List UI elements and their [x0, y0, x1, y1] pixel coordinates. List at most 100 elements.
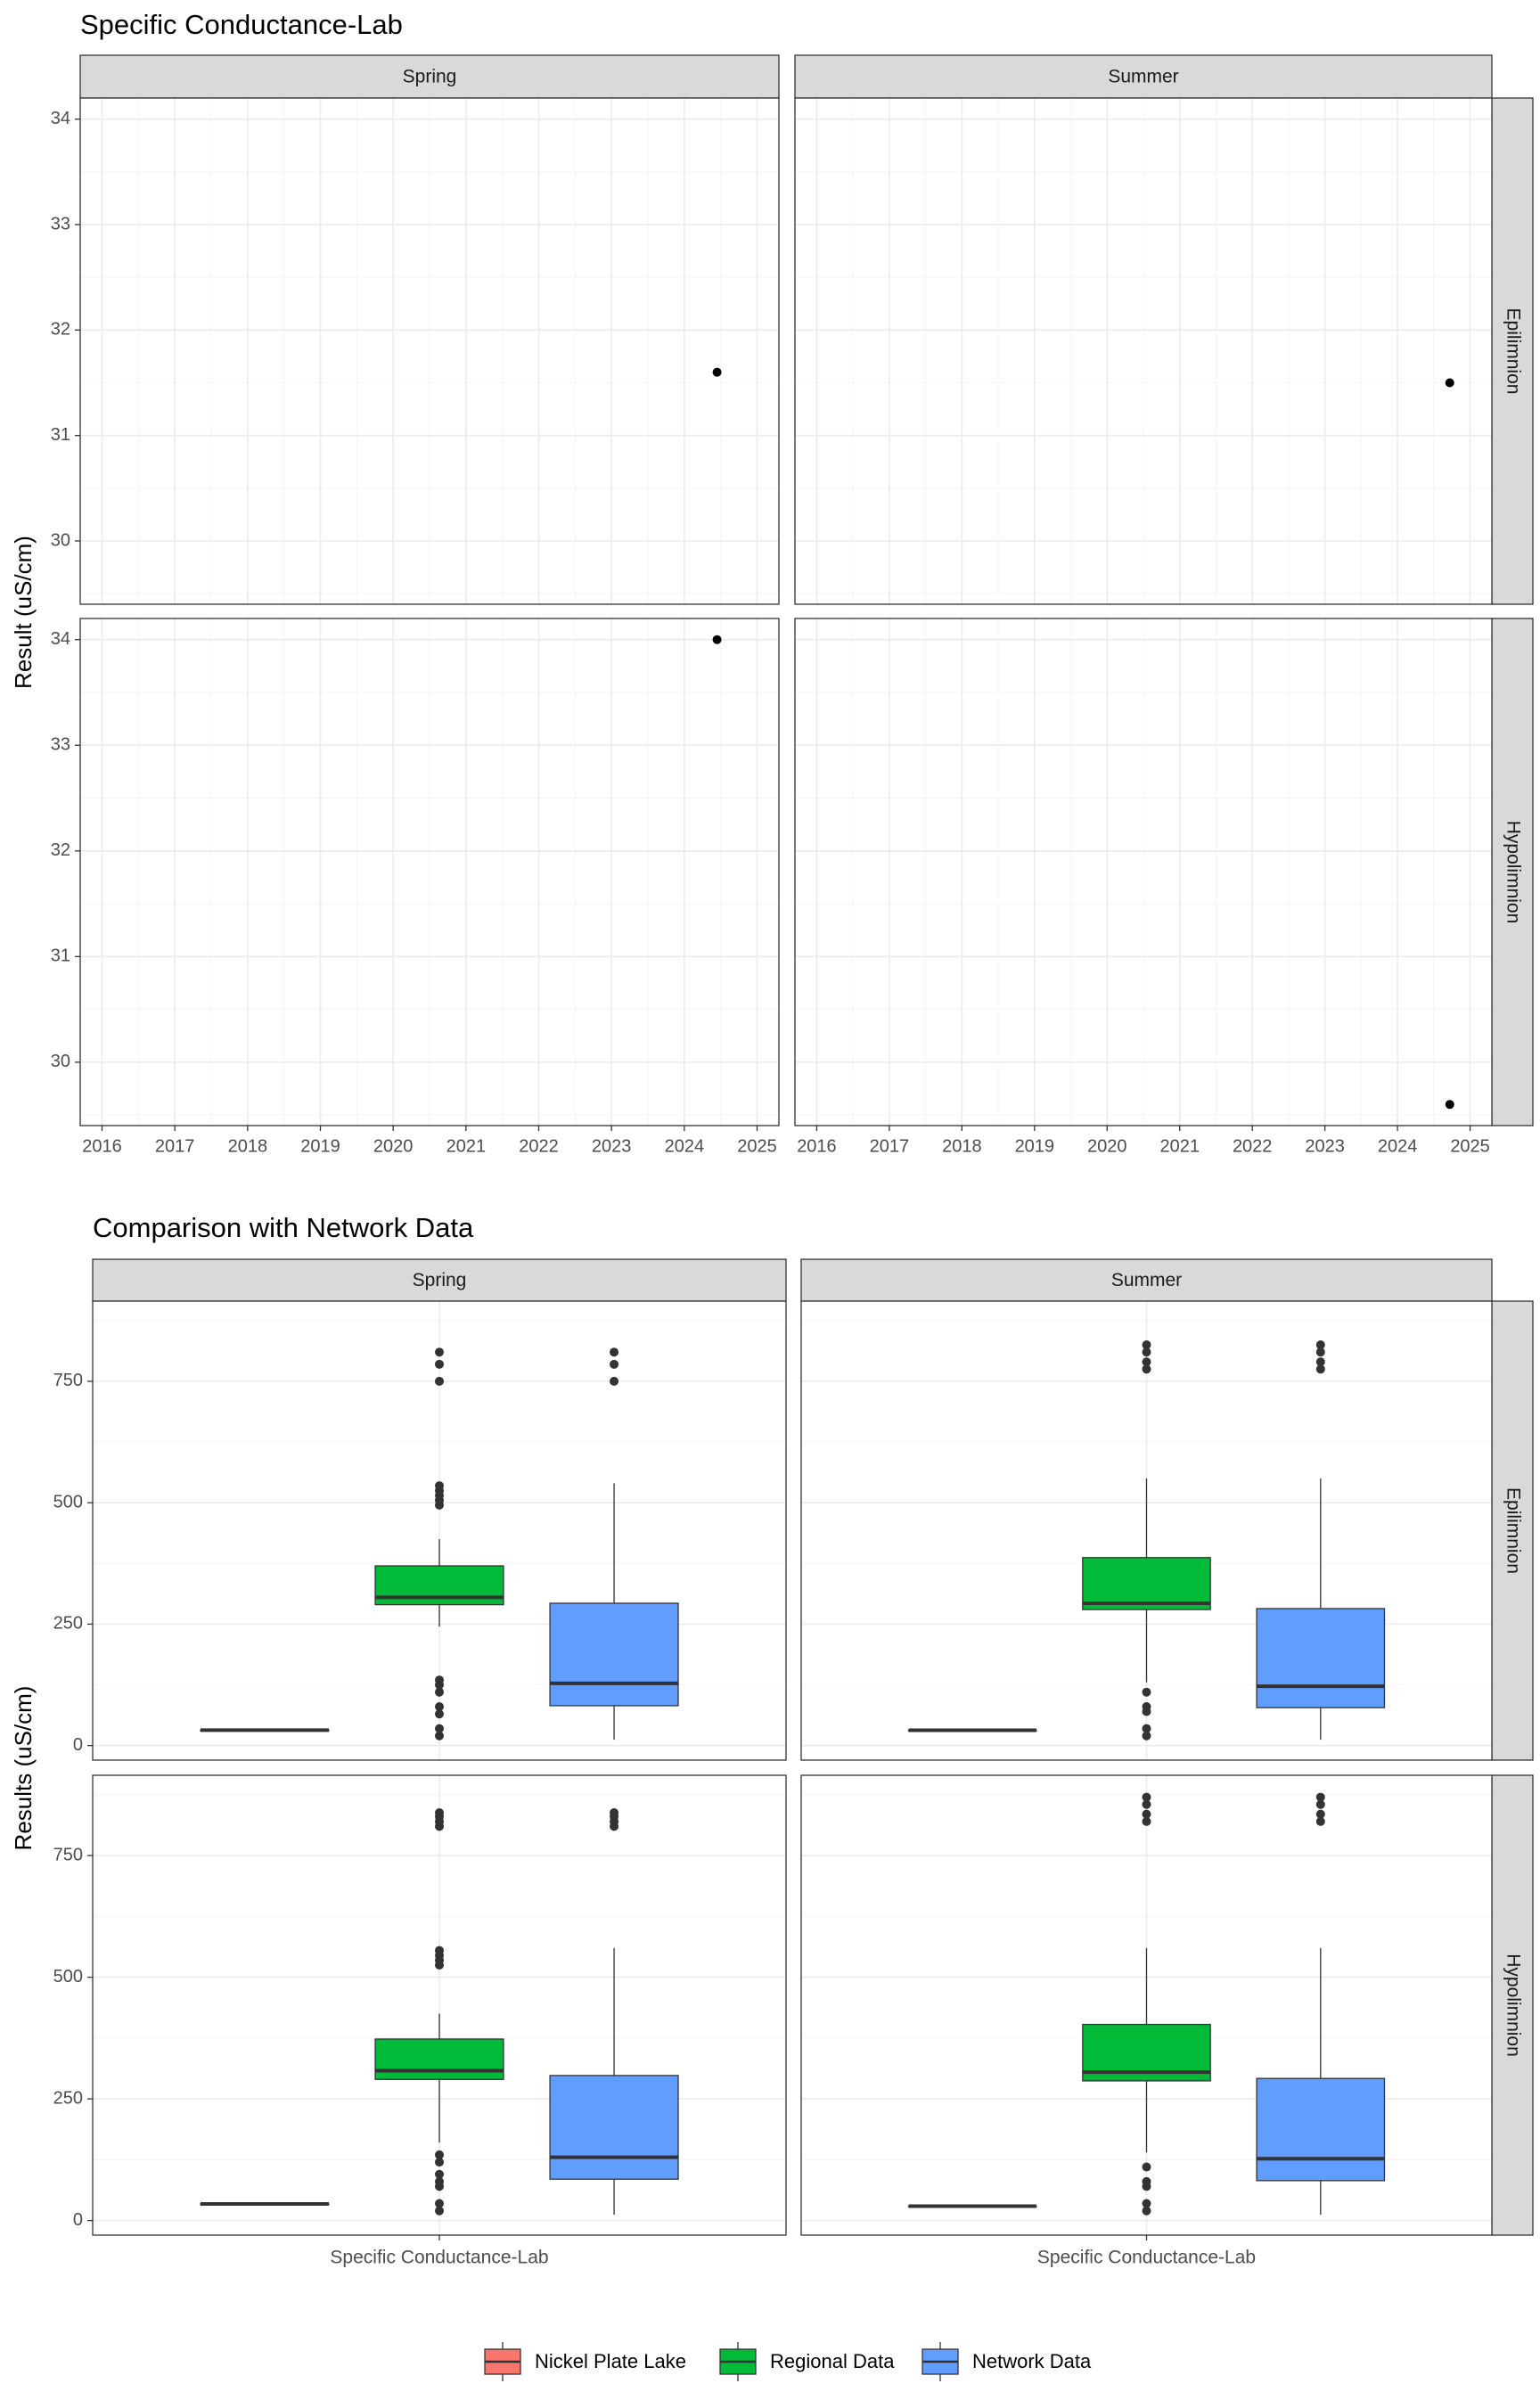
facet-strip-label: Spring — [413, 1270, 467, 1290]
facet-strip-summer — [794, 54, 1493, 99]
facet-strip-label: Summer — [1111, 1270, 1182, 1290]
x-tick-label: 2021 — [446, 1136, 487, 1156]
panel-border — [794, 618, 1493, 1126]
outlier-point — [610, 1347, 619, 1357]
x-tick-label: 2018 — [942, 1136, 982, 1156]
outlier-point — [435, 1347, 444, 1357]
legend-item: Nickel Plate Lake — [484, 2342, 686, 2381]
outlier-point — [1315, 1799, 1325, 1809]
facet-strip-hypolimnion — [1491, 618, 1534, 1126]
figure2-y-axis-title: Results (uS/cm) — [10, 1686, 37, 1851]
outlier-point — [435, 1945, 444, 1955]
outlier-point — [1142, 1702, 1151, 1712]
facet-strip-label: Epilimnion — [1503, 1487, 1523, 1574]
y-tick-label: 32 — [51, 840, 70, 860]
outlier-point — [1142, 1347, 1151, 1357]
facet-strip-label: Hypolimnion — [1503, 821, 1523, 924]
legend-label: Regional Data — [770, 2350, 895, 2372]
outlier-point — [435, 1359, 444, 1369]
facet-strip-label: Hypolimnion — [1503, 1954, 1523, 2057]
outlier-point — [1315, 1347, 1325, 1357]
y-tick-label: 33 — [51, 735, 70, 755]
x-tick-label: 2025 — [737, 1136, 777, 1156]
outlier-point — [1142, 1687, 1151, 1697]
panel-border — [79, 97, 780, 605]
outlier-point — [435, 1724, 444, 1733]
outlier-point — [435, 1376, 444, 1386]
facet-strip-label: Summer — [1108, 67, 1178, 87]
x-tick-label: 2022 — [1233, 1136, 1273, 1156]
outlier-point — [435, 2169, 444, 2179]
box-network-data — [549, 2075, 679, 2180]
outlier-point — [610, 1376, 619, 1386]
figure1-y-axis-title: Result (uS/cm) — [10, 536, 37, 689]
y-tick-label: 500 — [53, 1492, 83, 1511]
box-network-data — [549, 1602, 679, 1707]
panel-border — [79, 618, 780, 1126]
outlier-point — [1142, 1792, 1151, 1802]
y-tick-label: 0 — [73, 1735, 83, 1755]
outlier-point — [1142, 1809, 1151, 1819]
facet-strip-spring — [92, 1258, 787, 1302]
outlier-point — [435, 2206, 444, 2216]
panel-border — [92, 1300, 787, 1761]
box-regional-data — [1082, 1557, 1211, 1610]
outlier-point — [1315, 1816, 1325, 1826]
box-network-data — [1256, 2077, 1386, 2182]
outlier-point — [1142, 1799, 1151, 1809]
facet-strip-epilimnion — [1491, 1300, 1534, 1761]
outlier-point — [435, 1709, 444, 1719]
legend-item: Network Data — [922, 2342, 1092, 2381]
y-tick-label: 31 — [51, 946, 70, 966]
outlier-point — [1142, 2176, 1151, 2186]
facet-strip-label: Spring — [403, 67, 457, 87]
outlier-point — [1142, 1357, 1151, 1367]
outlier-point — [435, 1808, 444, 1818]
outlier-point — [435, 1702, 444, 1712]
outlier-point — [1315, 1792, 1325, 1802]
x-tick-label: 2017 — [870, 1136, 910, 1156]
outlier-point — [435, 2176, 444, 2186]
x-tick-label: 2018 — [228, 1136, 268, 1156]
y-tick-label: 30 — [51, 1052, 70, 1071]
x-tick-label: 2024 — [1378, 1136, 1418, 1156]
x-tick-label: 2022 — [519, 1136, 559, 1156]
x-tick-label: 2019 — [1015, 1136, 1055, 1156]
outlier-point — [435, 1731, 444, 1741]
outlier-point — [435, 1481, 444, 1491]
data-point — [712, 367, 722, 377]
y-tick-label: 34 — [51, 629, 70, 649]
x-tick-label: 2025 — [1450, 1136, 1490, 1156]
data-point — [1445, 1100, 1454, 1110]
y-tick-label: 750 — [53, 1845, 83, 1864]
x-tick-label: Specific Conductance-Lab — [1037, 2248, 1256, 2268]
outlier-point — [1142, 2206, 1151, 2216]
panel-border — [794, 97, 1493, 605]
y-tick-label: 31 — [51, 425, 70, 445]
box-network-data — [1256, 1608, 1386, 1708]
facet-strip-epilimnion — [1491, 97, 1534, 605]
x-tick-label: 2023 — [592, 1136, 632, 1156]
y-tick-label: 0 — [73, 2210, 83, 2230]
x-tick-label: 2017 — [155, 1136, 195, 1156]
outlier-point — [435, 2150, 444, 2159]
outlier-point — [1142, 1340, 1151, 1350]
legend-label: Network Data — [972, 2350, 1092, 2372]
x-tick-label: 2019 — [300, 1136, 340, 1156]
outlier-point — [435, 1687, 444, 1697]
outlier-point — [1315, 1364, 1325, 1374]
x-tick-label: 2021 — [1159, 1136, 1200, 1156]
y-tick-label: 34 — [51, 109, 70, 128]
facet-strip-hypolimnion — [1491, 1774, 1534, 2236]
outlier-point — [1142, 1724, 1151, 1733]
y-tick-label: 32 — [51, 320, 70, 340]
panel-border — [800, 1300, 1493, 1761]
data-point — [712, 635, 722, 644]
outlier-point — [610, 1808, 619, 1818]
outlier-point — [1142, 2162, 1151, 2172]
outlier-point — [435, 2158, 444, 2167]
outlier-point — [1142, 1731, 1151, 1741]
figure2-title: Comparison with Network Data — [93, 1212, 474, 1243]
